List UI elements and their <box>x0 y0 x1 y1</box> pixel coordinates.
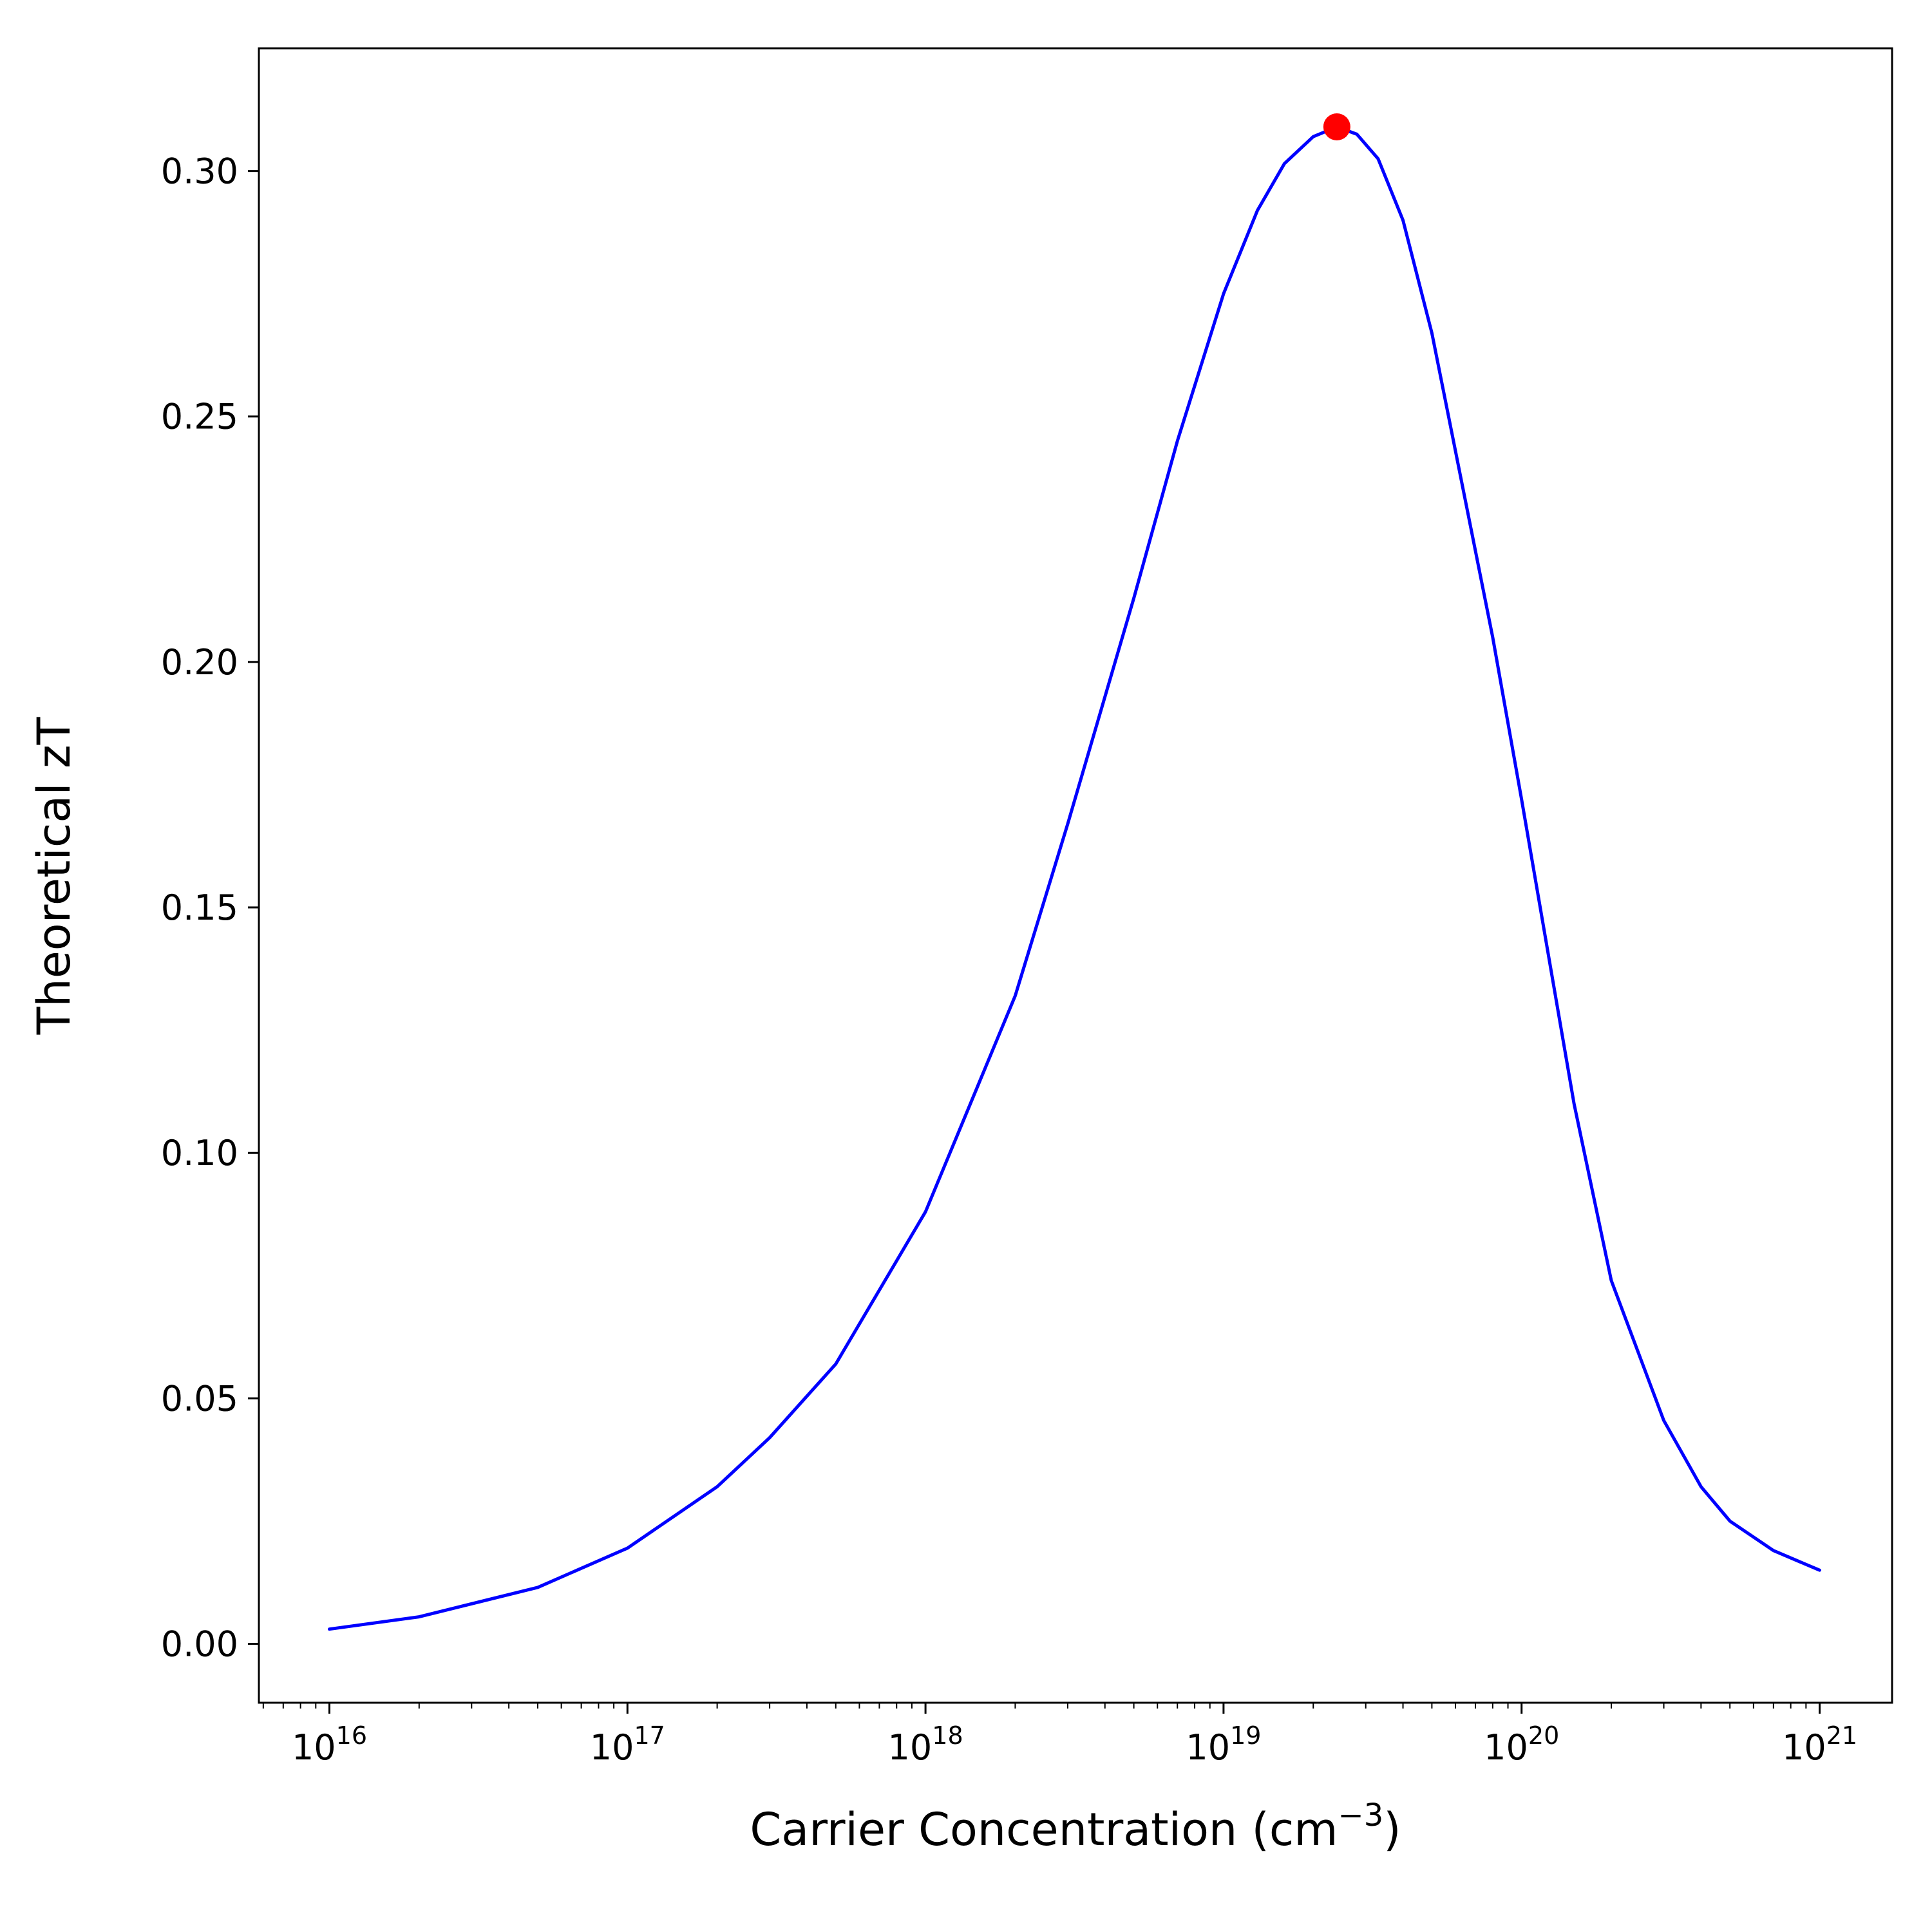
marker-layer <box>1323 113 1350 140</box>
plot-frame <box>258 47 1893 1704</box>
y-tick-label: 0.10 <box>161 1133 238 1173</box>
y-tick-label: 0.30 <box>161 151 238 192</box>
zt-curve <box>328 125 1821 1631</box>
peak-marker <box>1323 113 1350 140</box>
curve-layer <box>328 125 1821 1631</box>
y-tick-label: 0.20 <box>161 642 238 683</box>
x-axis-label: Carrier Concentration (cm−3) <box>750 1797 1401 1856</box>
y-axis-label: Theoretical zT <box>28 717 80 1035</box>
x-axis-minor-ticks <box>262 1703 1807 1709</box>
y-tick-label: 0.00 <box>161 1624 238 1665</box>
y-tick-label: 0.25 <box>161 397 238 437</box>
x-axis-ticks: 1016 1017 1018 1019 1020 1021 <box>292 1703 1857 1768</box>
y-axis-ticks: 0.00 0.05 0.10 0.15 0.20 0.25 0.30 <box>161 151 259 1665</box>
x-tick-label: 1019 <box>1186 1721 1261 1768</box>
x-tick-label: 1018 <box>888 1721 963 1768</box>
x-tick-label: 1020 <box>1484 1721 1559 1768</box>
x-tick-label: 1017 <box>590 1721 665 1768</box>
x-tick-label: 1021 <box>1782 1721 1857 1768</box>
y-tick-label: 0.05 <box>161 1378 238 1419</box>
y-tick-label: 0.15 <box>161 887 238 928</box>
x-tick-label: 1016 <box>292 1721 367 1768</box>
